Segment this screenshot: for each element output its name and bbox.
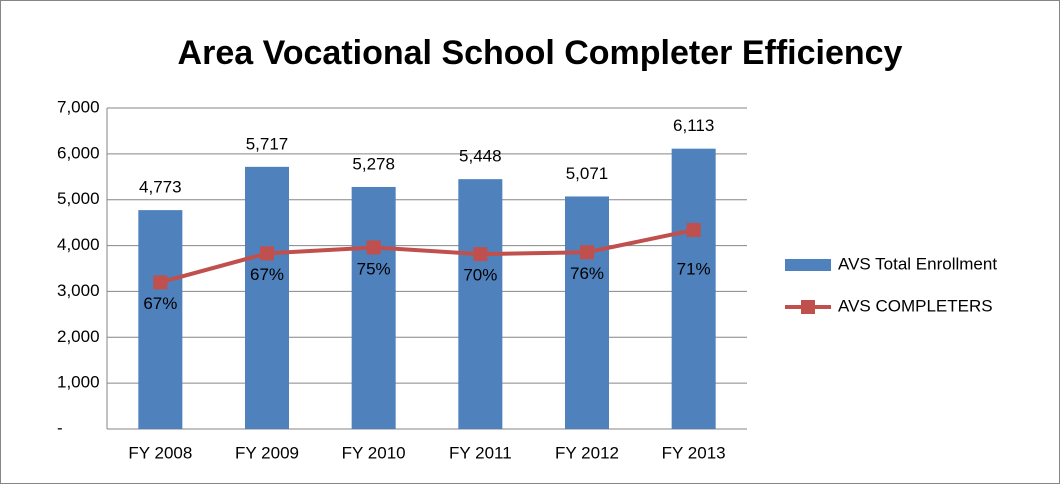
legend-label: AVS COMPLETERS — [838, 296, 993, 315]
y-tick-label: 1,000 — [57, 373, 100, 392]
bar — [245, 166, 289, 429]
y-tick-label: 3,000 — [57, 281, 100, 300]
line-marker — [473, 247, 488, 262]
line-marker — [260, 246, 274, 261]
bar — [565, 196, 609, 429]
point-label: 70% — [463, 266, 497, 285]
bar-value-label: 4,773 — [139, 178, 182, 197]
x-tick-label: FY 2011 — [449, 443, 512, 462]
point-label: 75% — [357, 259, 391, 278]
y-tick-label: 7,000 — [57, 97, 100, 116]
bar-value-label: 5,278 — [352, 154, 395, 173]
x-tick-label: FY 2008 — [128, 443, 192, 462]
legend-marker — [801, 300, 815, 314]
y-tick-label: 4,000 — [57, 235, 100, 254]
bar — [458, 179, 503, 429]
line-marker — [153, 275, 168, 290]
bar-value-label: 6,113 — [673, 116, 714, 135]
bar-value-label: 5,071 — [566, 164, 609, 183]
line-marker — [366, 240, 381, 255]
x-tick-label: FY 2013 — [662, 443, 726, 462]
x-tick-label: FY 2010 — [342, 443, 406, 462]
line — [159, 228, 695, 285]
legend-swatch — [785, 259, 831, 271]
point-label: 67% — [143, 294, 177, 313]
chart-title: Area Vocational School Completer Efficie… — [178, 34, 903, 72]
legend-label: AVS Total Enrollment — [838, 254, 997, 273]
y-tick-label: 5,000 — [57, 189, 100, 208]
y-tick-label: 6,000 — [57, 143, 100, 162]
x-tick-label: FY 2009 — [235, 443, 299, 462]
y-tick-label: 2,000 — [57, 327, 100, 346]
point-label: 67% — [250, 265, 284, 284]
line-marker — [686, 222, 701, 237]
point-label: 71% — [677, 259, 711, 278]
bar — [138, 210, 183, 429]
point-label: 76% — [570, 264, 604, 283]
bar — [351, 186, 396, 429]
bar-value-label: 5,448 — [459, 147, 502, 166]
y-tick-label: - — [57, 418, 63, 437]
bar — [671, 148, 716, 429]
line-marker — [580, 245, 594, 260]
bar-value-label: 5,717 — [246, 134, 289, 153]
x-tick-label: FY 2012 — [555, 443, 619, 462]
